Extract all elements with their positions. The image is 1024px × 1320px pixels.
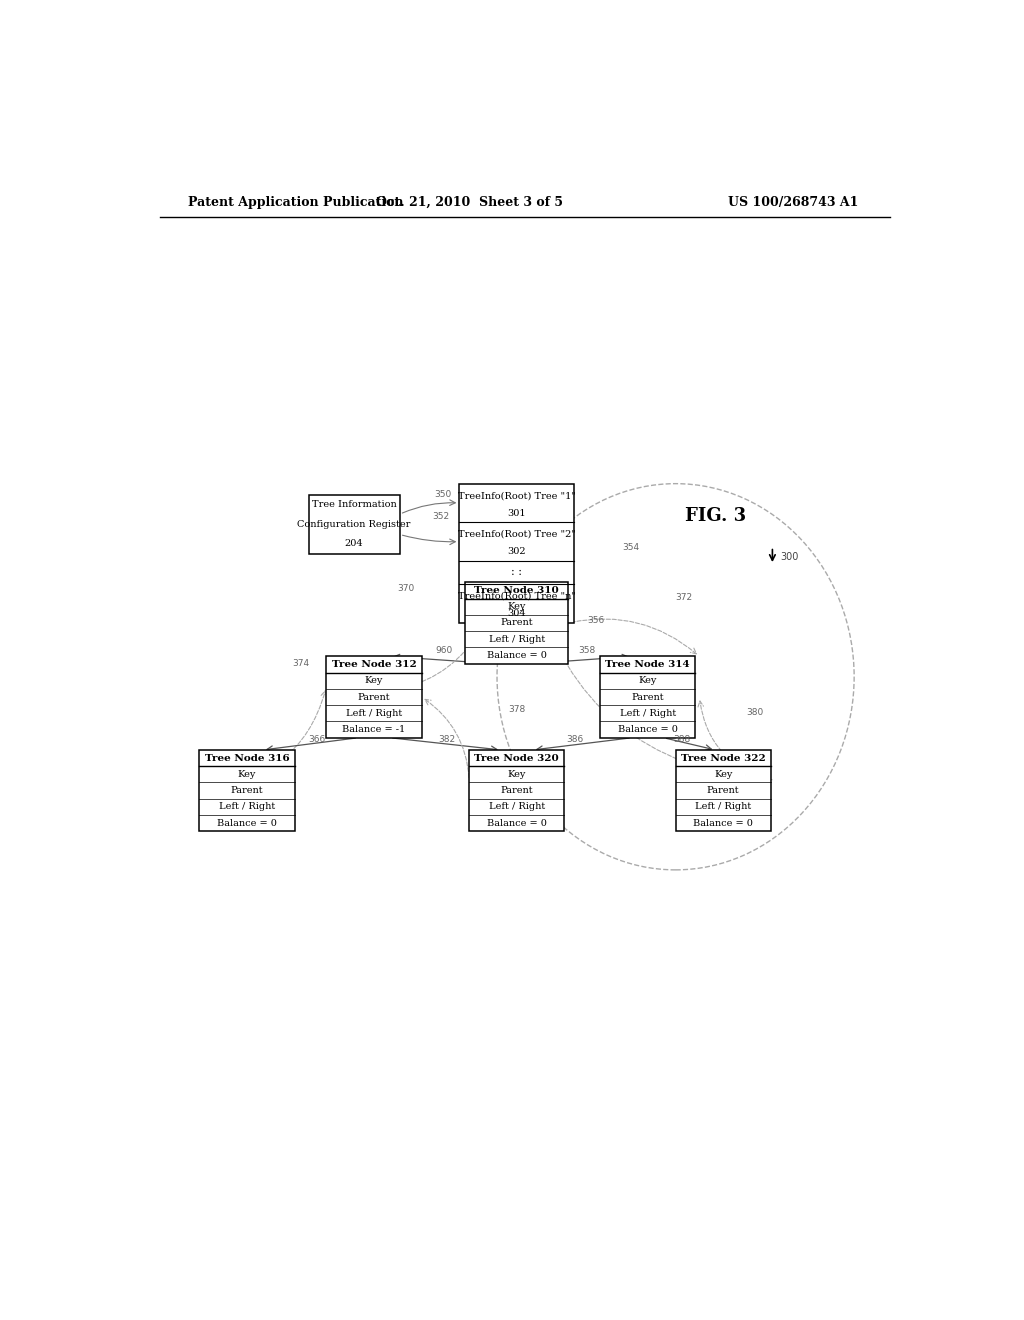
- Text: 204: 204: [345, 540, 364, 548]
- Text: 382: 382: [438, 735, 456, 744]
- Text: Parent: Parent: [357, 693, 390, 702]
- Text: 378: 378: [508, 705, 525, 714]
- Text: Parent: Parent: [501, 618, 534, 627]
- Text: Parent: Parent: [707, 787, 739, 795]
- Text: Key: Key: [508, 602, 526, 611]
- Text: Parent: Parent: [501, 787, 534, 795]
- Text: 366: 366: [308, 735, 326, 744]
- Text: : :: : :: [511, 568, 522, 577]
- Text: Left / Right: Left / Right: [488, 635, 545, 644]
- Text: Balance = 0: Balance = 0: [617, 725, 678, 734]
- FancyBboxPatch shape: [308, 495, 399, 554]
- Text: Balance = 0: Balance = 0: [693, 818, 753, 828]
- Text: Key: Key: [365, 676, 383, 685]
- Text: Balance = -1: Balance = -1: [342, 725, 406, 734]
- Text: Configuration Register: Configuration Register: [298, 520, 411, 529]
- Text: 372: 372: [675, 593, 692, 602]
- Text: 302: 302: [508, 548, 526, 556]
- Text: 356: 356: [588, 616, 605, 626]
- Text: 358: 358: [579, 645, 595, 655]
- Text: Balance = 0: Balance = 0: [487, 651, 547, 660]
- Text: 380: 380: [746, 708, 764, 717]
- Text: Tree Node 314: Tree Node 314: [605, 660, 690, 669]
- Text: 370: 370: [397, 583, 415, 593]
- Text: Tree Node 322: Tree Node 322: [681, 754, 766, 763]
- Text: 304: 304: [508, 609, 526, 618]
- Text: Tree Information: Tree Information: [311, 500, 396, 510]
- Text: Left / Right: Left / Right: [346, 709, 402, 718]
- Text: Key: Key: [238, 770, 256, 779]
- FancyBboxPatch shape: [327, 656, 422, 738]
- Text: 301: 301: [508, 508, 526, 517]
- Text: Key: Key: [714, 770, 732, 779]
- Text: Tree Node 310: Tree Node 310: [474, 586, 559, 595]
- Text: Left / Right: Left / Right: [219, 803, 275, 812]
- Text: FIG. 3: FIG. 3: [685, 507, 745, 525]
- FancyBboxPatch shape: [676, 750, 771, 832]
- Text: Oct. 21, 2010  Sheet 3 of 5: Oct. 21, 2010 Sheet 3 of 5: [376, 195, 563, 209]
- FancyBboxPatch shape: [469, 750, 564, 832]
- Text: Tree Node 320: Tree Node 320: [474, 754, 559, 763]
- Text: Key: Key: [508, 770, 526, 779]
- Text: TreeInfo(Root) Tree "1": TreeInfo(Root) Tree "1": [458, 491, 575, 500]
- FancyBboxPatch shape: [200, 750, 295, 832]
- Text: 300: 300: [780, 552, 799, 562]
- Text: US 100/268743 A1: US 100/268743 A1: [728, 195, 858, 209]
- FancyBboxPatch shape: [465, 582, 568, 664]
- Text: 960: 960: [435, 645, 453, 655]
- Text: 350: 350: [434, 490, 452, 499]
- FancyBboxPatch shape: [600, 656, 695, 738]
- Text: Patent Application Publication: Patent Application Publication: [187, 195, 403, 209]
- Text: TreeInfo(Root) Tree "n": TreeInfo(Root) Tree "n": [458, 591, 575, 601]
- Text: Tree Node 312: Tree Node 312: [332, 660, 417, 669]
- Text: 374: 374: [293, 659, 309, 668]
- Text: Left / Right: Left / Right: [488, 803, 545, 812]
- Text: Parent: Parent: [230, 787, 263, 795]
- Text: 354: 354: [622, 544, 639, 552]
- Text: 352: 352: [432, 512, 450, 520]
- FancyBboxPatch shape: [460, 483, 574, 623]
- Text: Left / Right: Left / Right: [695, 803, 752, 812]
- Text: Parent: Parent: [632, 693, 665, 702]
- Text: 388: 388: [674, 735, 690, 744]
- Text: Tree Node 316: Tree Node 316: [205, 754, 290, 763]
- Text: TreeInfo(Root) Tree "2": TreeInfo(Root) Tree "2": [458, 529, 575, 539]
- Text: 386: 386: [566, 735, 584, 744]
- Text: Balance = 0: Balance = 0: [217, 818, 276, 828]
- Text: Balance = 0: Balance = 0: [487, 818, 547, 828]
- Text: Key: Key: [639, 676, 657, 685]
- Text: Left / Right: Left / Right: [620, 709, 676, 718]
